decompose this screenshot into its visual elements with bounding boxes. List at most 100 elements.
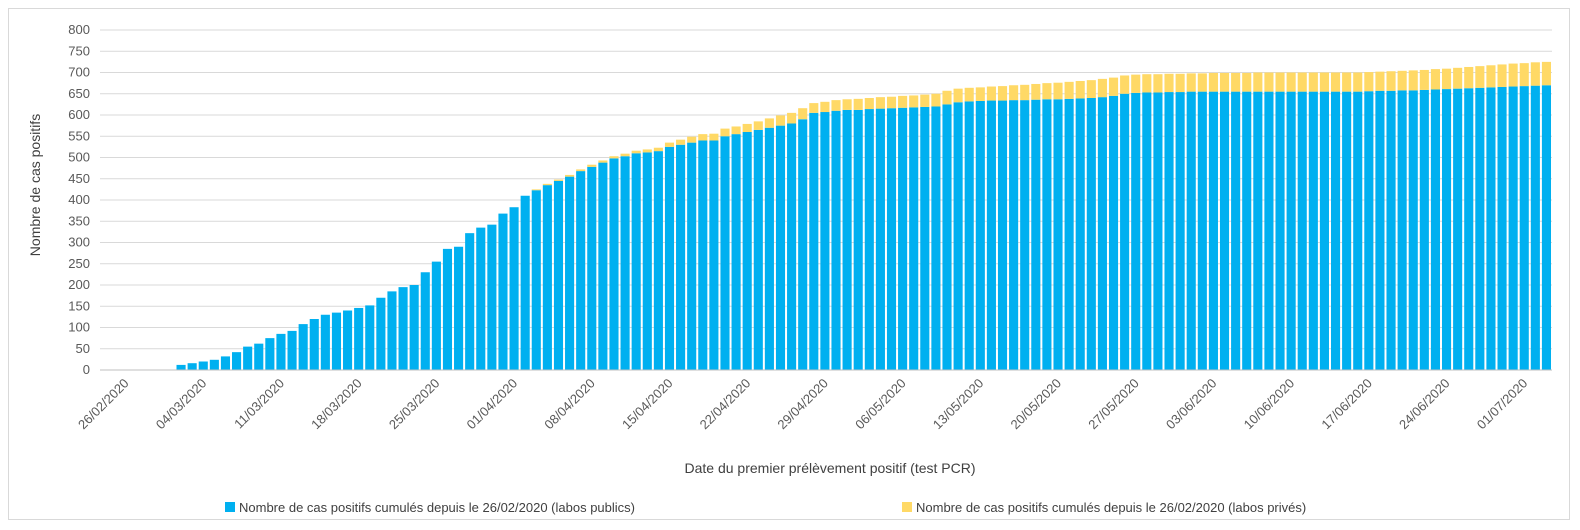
y-tick-label: 350 [68, 213, 90, 228]
x-tick-label: 03/06/2020 [1163, 376, 1220, 433]
bar-public [387, 291, 397, 370]
bar-public [1208, 91, 1218, 370]
bar-public [476, 227, 486, 370]
bar-public [398, 287, 408, 370]
bar-public [176, 364, 186, 370]
bar-private [609, 156, 619, 159]
bar-public [753, 129, 763, 370]
bar-private [1330, 72, 1341, 92]
bar-public [642, 152, 652, 370]
bar-public [431, 261, 441, 370]
bar-public [920, 106, 930, 371]
bar-public [964, 101, 974, 371]
y-tick-label: 800 [68, 22, 90, 37]
bar-private [953, 88, 963, 103]
bar-public [820, 112, 830, 371]
bar-public [864, 109, 874, 371]
legend: Nombre de cas positifs cumulés depuis le… [225, 500, 1306, 515]
x-tick-label: 18/03/2020 [308, 376, 365, 433]
y-tick-label: 500 [68, 150, 90, 165]
bar-private [975, 87, 985, 101]
bar-private [764, 118, 774, 128]
legend-swatch-private [902, 502, 912, 512]
bar-private [1430, 69, 1440, 90]
bar-private [1308, 72, 1318, 92]
bar-private [931, 93, 941, 107]
x-tick-label: 27/05/2020 [1085, 376, 1142, 433]
bar-private [920, 94, 930, 107]
bar-public [1108, 95, 1119, 370]
y-tick-label: 300 [68, 235, 90, 250]
bar-public [1319, 91, 1329, 370]
bar-private [842, 99, 852, 110]
bar-public [243, 346, 253, 370]
bar-public [1475, 87, 1485, 371]
bar-public [1197, 91, 1207, 370]
bar-private [1219, 72, 1230, 92]
bar-public [509, 207, 519, 370]
bar-public [187, 363, 197, 370]
bar-public [631, 153, 641, 370]
bar-private [1464, 66, 1474, 89]
bar-public [687, 142, 697, 370]
y-tick-label: 600 [68, 107, 90, 122]
bar-public [1075, 98, 1085, 371]
bar-private [587, 164, 597, 167]
x-tick-label: 08/04/2020 [541, 376, 598, 433]
bar-private [997, 86, 1008, 101]
bar-public [1342, 91, 1352, 370]
x-tick-label: 13/05/2020 [930, 376, 987, 433]
x-axis-ticks: 26/02/2020 04/03/2020 11/03/2020 18/03/2020… [75, 376, 1530, 433]
bar-public [1286, 91, 1296, 370]
bar-private [1208, 72, 1218, 92]
bar-private [565, 174, 575, 177]
y-tick-label: 750 [68, 43, 90, 58]
bar-private [1508, 63, 1518, 87]
bar-private [653, 147, 663, 152]
bar-public [1486, 87, 1496, 370]
bar-private [1342, 72, 1352, 92]
bar-public [565, 176, 575, 370]
bar-private [1386, 71, 1396, 91]
x-tick-label: 06/05/2020 [852, 376, 909, 433]
bar-public [1153, 92, 1163, 370]
bar-public [1009, 100, 1019, 370]
bar-private [598, 160, 608, 163]
bar-private [1020, 84, 1030, 101]
bar-private [576, 169, 586, 172]
bar-public [454, 246, 464, 370]
bar-public [442, 248, 453, 370]
bar-private [964, 87, 974, 102]
bar-public [1397, 90, 1407, 370]
y-tick-label: 450 [68, 171, 90, 186]
bar-private [1486, 65, 1496, 88]
bar-public [842, 109, 852, 371]
bar-private [1275, 72, 1285, 92]
bar-private [1086, 80, 1096, 98]
x-tick-label: 22/04/2020 [697, 376, 754, 433]
bar-public [1042, 99, 1052, 371]
bar-public [853, 109, 863, 371]
bar-private [1364, 72, 1374, 92]
bar-public [220, 356, 231, 370]
bar-private [787, 112, 797, 124]
bar-public [343, 310, 353, 370]
bar-public [320, 314, 330, 370]
bar-public [409, 285, 419, 370]
bar-public [598, 162, 608, 370]
bar-private [1286, 72, 1296, 92]
bar-private [853, 98, 863, 110]
bar-private [942, 90, 952, 105]
bar-public [276, 333, 286, 370]
bar-private [1319, 72, 1329, 92]
bar-private [864, 98, 874, 110]
bar-private [1419, 69, 1429, 90]
bar-public [764, 127, 774, 370]
y-tick-label: 150 [68, 298, 90, 313]
bar-private [1042, 83, 1052, 100]
bar-private [1264, 72, 1274, 92]
bar-public [1353, 91, 1363, 370]
bar-private [542, 183, 552, 186]
bar-public [209, 359, 219, 370]
bar-private [775, 115, 786, 126]
